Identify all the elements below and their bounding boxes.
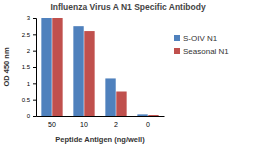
x-tick-label: 0: [146, 121, 150, 128]
x-tick-label: 10: [80, 121, 88, 128]
y-tick: 0: [27, 113, 36, 119]
bar: [52, 18, 62, 116]
x-tick: 2: [114, 116, 118, 128]
x-tick: 10: [80, 116, 88, 128]
legend-label: Seasonal N1: [183, 47, 229, 56]
plot-area: 0 0.5 1 1.5 2 2.5 3 50 10 2 0: [22, 15, 165, 128]
bar: [137, 114, 147, 116]
y-tick-mark: [33, 34, 36, 35]
y-tick: 1.5: [22, 64, 36, 70]
chart: 0 0.5 1 1.5 2 2.5 3 50 10 2 0 Influenza Virus A N1 …: [0, 0, 256, 148]
x-tick-label: 50: [48, 121, 56, 128]
legend-swatch: [174, 35, 180, 41]
y-tick-label: 1: [27, 81, 31, 87]
y-tick-mark: [33, 67, 36, 68]
x-tick: 50: [48, 116, 56, 128]
y-tick-label: 2.5: [22, 32, 31, 38]
bar: [84, 31, 94, 116]
bars: [41, 18, 158, 116]
y-tick-mark: [33, 83, 36, 84]
y-tick-mark: [33, 51, 36, 52]
bar: [73, 26, 83, 116]
y-axis-title: OD 450 nm: [2, 47, 11, 87]
y-axis: 0 0.5 1 1.5 2 2.5 3: [22, 15, 37, 119]
bar: [148, 115, 158, 116]
legend-item: S-OIV N1: [174, 34, 218, 43]
y-tick-label: 1.5: [22, 64, 31, 70]
bar: [116, 92, 126, 117]
y-tick-mark: [33, 18, 36, 19]
y-tick-label: 3: [27, 15, 31, 21]
y-tick-label: 2: [27, 48, 31, 54]
y-tick: 0.5: [22, 97, 36, 103]
legend-label: S-OIV N1: [183, 34, 218, 43]
bar: [41, 18, 51, 116]
y-tick: 2: [27, 48, 36, 54]
y-tick-label: 0.5: [22, 97, 31, 103]
legend-item: Seasonal N1: [174, 47, 229, 56]
x-axis: 50 10 2 0: [37, 116, 165, 128]
title: Influenza Virus A N1 Specific Antibody: [50, 2, 206, 12]
y-tick-label: 0: [27, 113, 31, 119]
x-axis-title: Peptide Antigen (ng/well): [55, 135, 145, 144]
legend-swatch: [174, 48, 180, 54]
y-tick-mark: [33, 116, 36, 117]
y-tick-mark: [33, 100, 36, 101]
y-axis-line: [33, 19, 37, 117]
legend: S-OIV N1 Seasonal N1: [174, 34, 229, 56]
x-tick-label: 2: [114, 121, 118, 128]
y-tick: 2.5: [22, 32, 36, 38]
y-tick: 1: [27, 81, 36, 87]
x-tick: 0: [146, 116, 150, 128]
y-tick: 3: [27, 15, 36, 21]
x-axis-line: [37, 116, 165, 117]
bar: [105, 78, 115, 116]
